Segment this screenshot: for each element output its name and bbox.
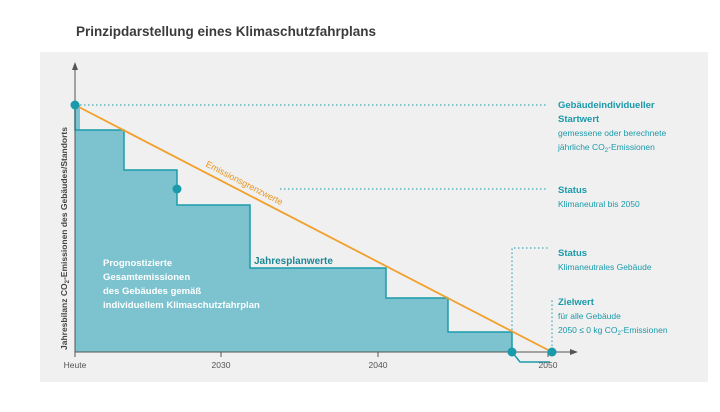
annotation-start-value: Gebäudeindividueller Startwert gemessene… <box>557 95 671 154</box>
annual-plan-label: Jahresplanwerte <box>254 256 333 267</box>
status-neutral-dot <box>507 347 517 357</box>
emission-limit-label: Emissionsgrenzwerte <box>204 159 285 207</box>
projected-emissions-area <box>75 105 512 352</box>
annotation-target-value: Zielwert für alle Gebäude 2050 ≤ 0 kg CO… <box>558 292 668 337</box>
x-tick-label-2030: 2030 <box>212 360 231 370</box>
x-axis-arrow <box>570 349 578 355</box>
x-tick-label-heute: Heute <box>64 360 87 370</box>
connector-status-neutral <box>511 247 548 346</box>
start-value-dot <box>70 100 80 110</box>
y-axis-label: Jahresbilanz CO2-Emissionen des Gebäudes… <box>59 127 71 350</box>
page-title: Prinzipdarstellung eines Klimaschutzfahr… <box>76 24 377 39</box>
status-2050-dot <box>172 184 182 194</box>
annotation-status-2050: Status Klimaneutral bis 2050 <box>558 180 640 209</box>
x-tick-label-2050: 2050 <box>539 360 558 370</box>
emission-limit-line <box>74 104 553 353</box>
annotation-status-neutral: Status Klimaneutrales Gebäude <box>558 243 652 272</box>
x-tick-label-2040: 2040 <box>369 360 388 370</box>
y-axis-arrow <box>72 62 78 70</box>
area-label: Prognostizierte Gesamtemissionen des Geb… <box>103 258 260 311</box>
target-value-dot <box>547 347 557 357</box>
